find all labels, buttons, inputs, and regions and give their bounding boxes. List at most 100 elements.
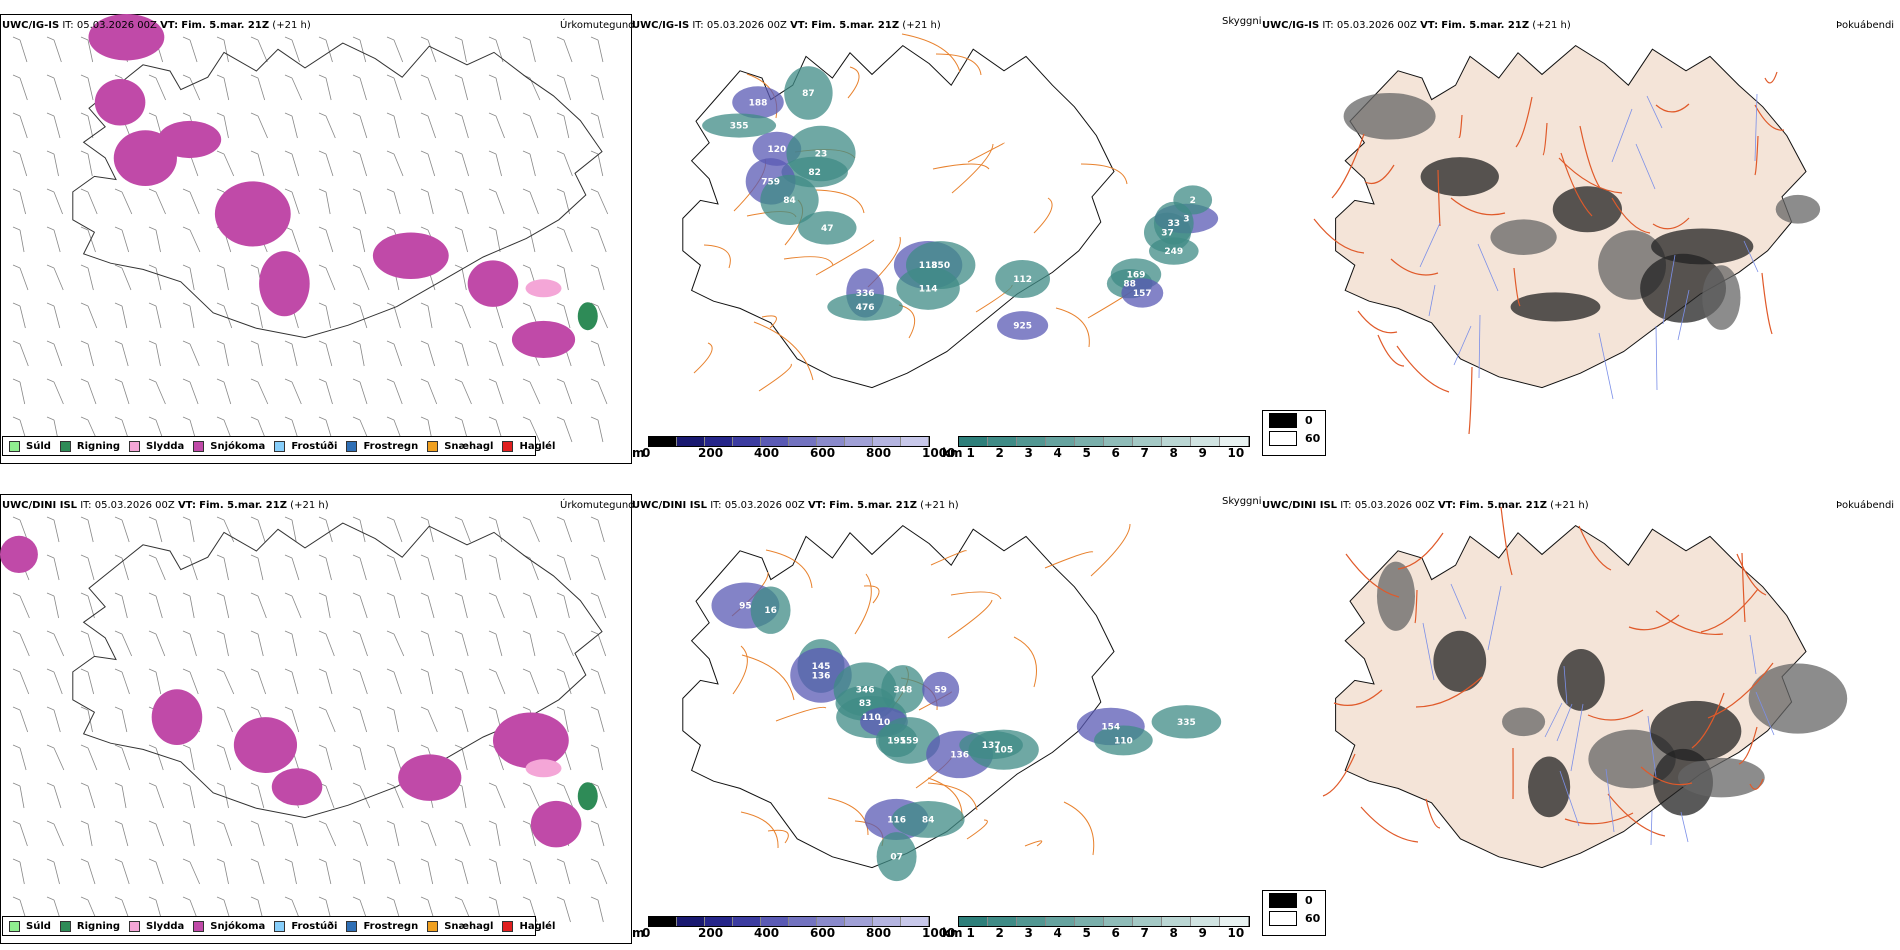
wind-barb [148,744,164,771]
cloud-value-label: 59 [934,685,947,695]
wind-barb [590,416,604,443]
fog-legend-swatch [1269,910,1297,926]
scale-tick: 7 [1140,446,1149,460]
fog-legend-label: 0 [1305,413,1313,427]
fog-area [1433,630,1487,692]
wind-barb [250,592,267,619]
wind-barb [420,820,437,847]
wind-barb [522,630,536,657]
wind-barb [182,744,195,771]
scale-m-top: m 0 200 400 600 800 1000 [632,436,955,464]
wind-barb [216,36,229,63]
wind-barb [352,36,367,63]
wind-barb [386,36,404,63]
scale-tick: 10 [1227,926,1245,940]
scale-tick: 3 [1024,926,1033,940]
scale-unit: m [632,446,645,460]
scale-swatch [733,437,761,446]
header-top-fog: UWC/IG-IS IT: 05.03.2026 00Z VT: Fim. 5.… [1262,20,1571,31]
fog-area [1702,265,1741,330]
road [1357,310,1398,334]
header-top-precip: UWC/IG-IS IT: 05.03.2026 00Z VT: Fim. 5.… [2,20,311,31]
cloud-value-label: 33 [1168,219,1181,229]
river [1650,810,1653,846]
wind-barb [182,820,195,847]
wind-barb [556,554,572,581]
scale-unit: km [942,446,963,460]
scale-tick: 2 [995,926,1004,940]
wind-barb [12,820,28,847]
wind-barb [148,340,161,367]
wind-barb [46,226,61,253]
fog-legend-swatch [1269,892,1297,908]
road [847,66,860,99]
road [930,550,967,566]
wind-barb [80,744,98,771]
wind-barb [284,112,298,139]
wind-barb [46,630,65,657]
wind-barb [80,302,98,329]
wind-barb [556,226,573,253]
road [1741,552,1746,623]
legend-swatch [502,440,514,452]
legend-label: Rigning [76,440,121,452]
road [1736,553,1767,596]
road [827,797,869,836]
scale-tick: 600 [810,926,836,940]
cloud-area [827,293,903,321]
cloud-value-label: 10 [878,718,891,728]
wind-barb [80,516,94,543]
wind-barb [352,554,367,581]
road [1564,812,1634,825]
precip-areas [88,13,598,359]
wind-barb [420,592,435,619]
wind-barb [46,706,61,733]
wind-barb [454,554,467,581]
road [1055,307,1090,348]
wind-barb [250,378,269,405]
road [1013,636,1037,688]
wind-barb [148,592,163,619]
scale-tick: 10 [1227,446,1245,460]
wind-barb [590,858,608,885]
cloud-value-label: 157 [1133,289,1152,299]
river [1419,222,1441,268]
river [1544,702,1563,738]
wind-barb [12,150,28,177]
wind-barb [46,340,63,367]
snow-area [511,320,576,359]
wind-barb [114,188,133,215]
scale-swatch [733,917,761,926]
wind-barb [386,150,404,177]
wind-barb [114,668,130,695]
cloud-value-label: 114 [919,284,938,294]
scale-swatch [1133,437,1162,446]
wind-barb [80,188,98,215]
road [1691,692,1725,749]
wind-barb [454,630,469,657]
road [1655,103,1690,113]
scale-swatch [959,437,988,446]
fog-legend-item-0: 0 [1263,411,1325,429]
wind-barb [114,264,132,291]
scale-swatch [1162,917,1191,926]
wind-barb [148,668,162,695]
wind-barb [182,668,199,695]
wind-barb [318,820,337,847]
cloud-area [1121,278,1164,308]
river [1570,703,1584,772]
river [1428,284,1436,317]
river-network [1419,93,1759,400]
wind-barb [590,820,605,847]
iceland-outline [72,522,603,819]
wind-barb [590,340,605,367]
wind-barb [182,516,195,543]
wind-barb [318,630,335,657]
wind-barb [46,264,64,291]
wind-barb [80,592,95,619]
precip-map-top [0,13,632,464]
wind-barb [386,820,400,847]
wind-barb [386,782,404,809]
